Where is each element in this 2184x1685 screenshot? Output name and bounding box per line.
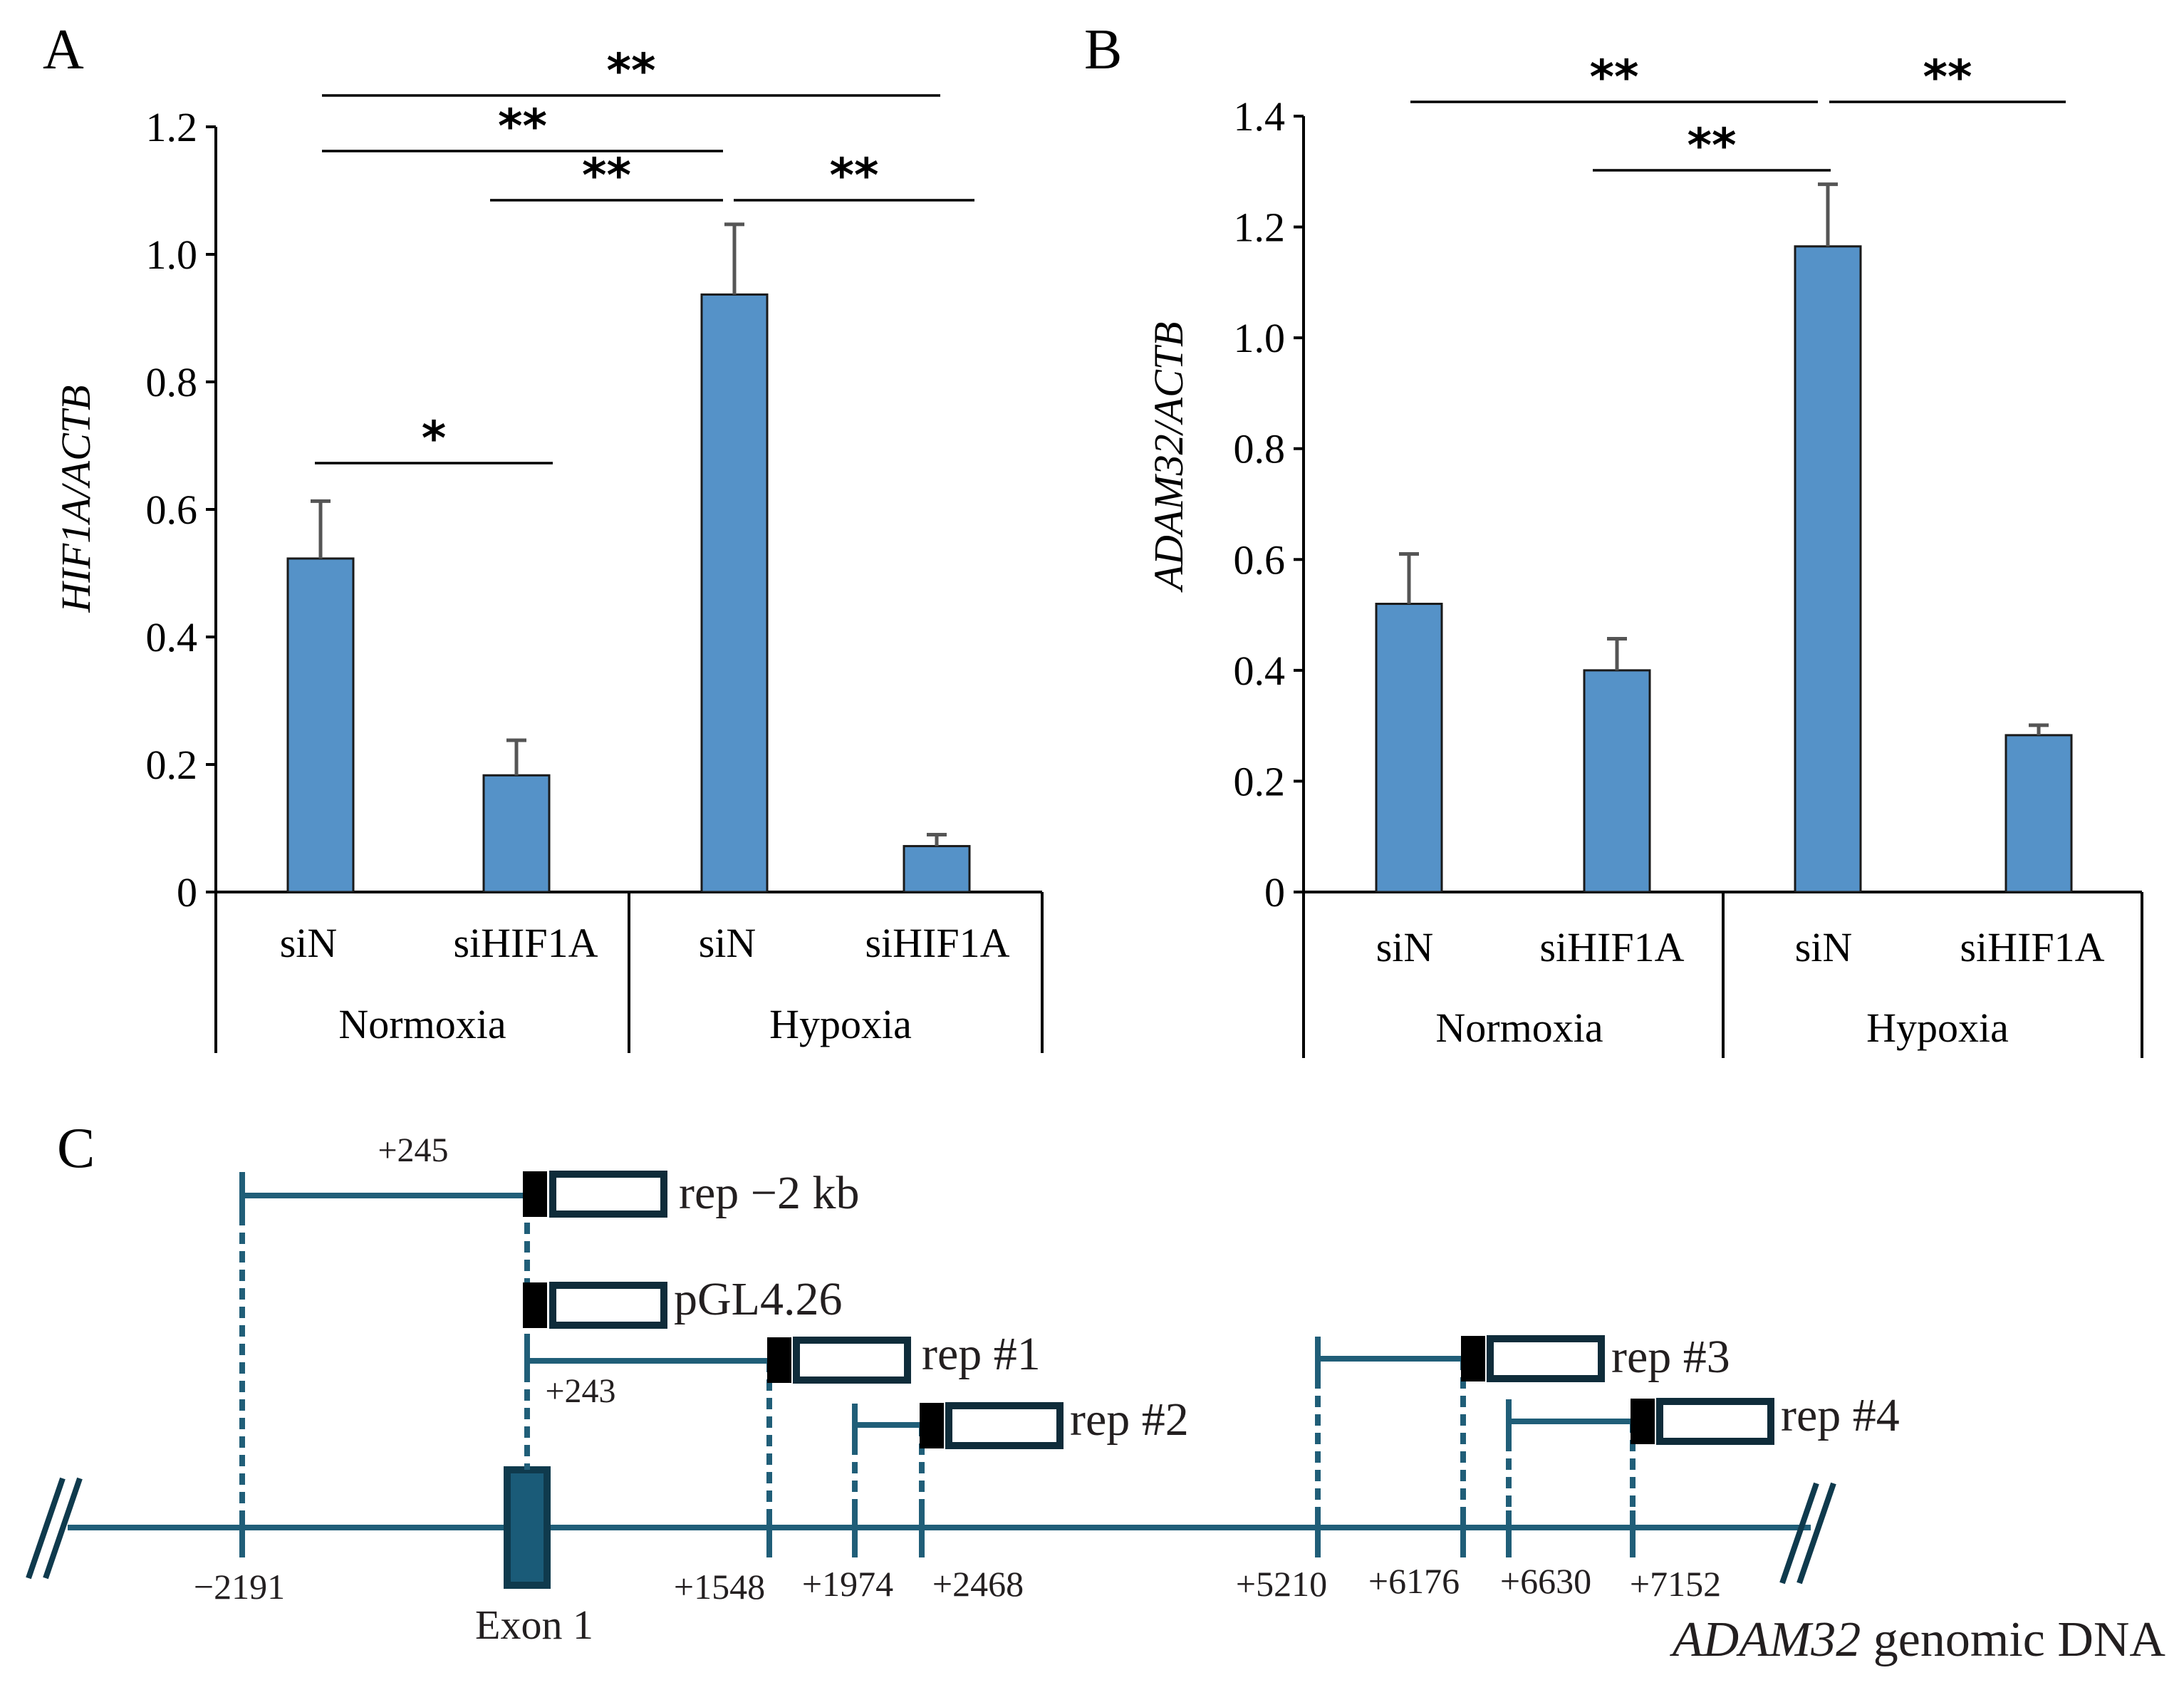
position-label: +5210 <box>1236 1564 1327 1604</box>
y-tick-label: 0.8 <box>1234 426 1286 472</box>
significance-label: * <box>422 411 447 466</box>
chart-b-cat-label: siN <box>1376 924 1434 970</box>
bar <box>286 557 355 893</box>
chart-b-cat-label: siHIF1A <box>1539 924 1684 970</box>
y-tick-label: 0.6 <box>146 487 198 533</box>
construct-rep3-luciferase <box>1487 1335 1605 1382</box>
significance-label: ** <box>1923 50 1972 105</box>
y-tick-label: 1.4 <box>1234 93 1286 140</box>
y-tick-label: 1.0 <box>146 232 198 278</box>
construct-label: rep #4 <box>1781 1389 1900 1441</box>
construct-rep-2kb-promoter <box>523 1171 547 1217</box>
chart-a-cat-label: siHIF1A <box>453 920 598 966</box>
chart-b-cat-label: siHIF1A <box>1960 924 2104 970</box>
construct-rep3-promoter <box>1461 1336 1485 1381</box>
break-mark-right <box>1796 1482 1836 1585</box>
y-tick-label: 0.6 <box>1234 536 1286 583</box>
chart-b-group-label: Normoxia <box>1435 1005 1603 1051</box>
y-tick-label: 0.4 <box>1234 648 1286 694</box>
chart-b-group-label: Hypoxia <box>1866 1005 2009 1051</box>
construct-rep1-luciferase <box>793 1337 911 1384</box>
construct-rep1-promoter <box>767 1337 791 1383</box>
construct-rep2-luciferase <box>945 1402 1064 1449</box>
construct-rep-2kb-luciferase <box>549 1171 667 1218</box>
significance-label: ** <box>582 148 631 203</box>
chart-a-group-label: Hypoxia <box>769 1001 912 1047</box>
construct-pgl426-promoter <box>523 1282 547 1328</box>
label-plus245: +245 <box>378 1131 448 1169</box>
break-mark-right <box>1779 1482 1819 1585</box>
bar <box>2004 734 2073 893</box>
bar <box>700 293 769 893</box>
y-tick-label: 0.4 <box>146 614 198 660</box>
construct-rep2-promoter <box>920 1403 944 1448</box>
y-tick-label: 0.2 <box>146 742 198 788</box>
chart-a-group-label: Normoxia <box>338 1001 506 1047</box>
significance-label: ** <box>1687 118 1736 173</box>
y-tick-label: 1.2 <box>1234 204 1286 251</box>
position-label: +6176 <box>1368 1561 1460 1601</box>
chart-b: ADAM32/ACTB 0 0.2 0.4 0.6 0.8 1.0 1.2 1.4 ** ** *… <box>1145 50 2143 1058</box>
label-plus243: +243 <box>545 1372 615 1410</box>
y-tick-label: 1.2 <box>146 104 198 150</box>
bar <box>1375 603 1443 893</box>
genomic-diagram <box>26 1171 1836 1589</box>
y-tick-label: 0 <box>1264 869 1285 916</box>
bar <box>903 845 971 893</box>
bar <box>1583 669 1651 893</box>
construct-rep4-promoter <box>1631 1399 1655 1444</box>
position-label: +6630 <box>1500 1561 1591 1601</box>
significance-label: ** <box>1589 50 1638 105</box>
position-label: +1548 <box>674 1567 765 1607</box>
bar <box>482 774 551 893</box>
position-label: +2468 <box>932 1564 1024 1604</box>
chart-b-cat-label: siN <box>1795 924 1853 970</box>
exon-1-box <box>504 1466 551 1589</box>
construct-label: rep #2 <box>1070 1394 1189 1446</box>
panel-b-label: B <box>1084 19 1122 81</box>
bar <box>1794 245 1862 893</box>
gene-label-rest: genomic DNA <box>1861 1612 2165 1667</box>
position-label: +7152 <box>1630 1564 1721 1604</box>
chart-a-ylabel: HIF1A/ACTB <box>53 385 99 613</box>
position-label: −2191 <box>194 1567 285 1607</box>
gene-label: ADAM32 genomic DNA <box>1670 1612 2166 1667</box>
chart-a-cat-label: siN <box>280 920 338 966</box>
chart-a: HIF1A/ACTB 00.20.40.60.81.01.2 *** ******… <box>53 43 1044 1053</box>
construct-rep4-luciferase <box>1656 1398 1774 1445</box>
break-mark-left <box>26 1477 66 1580</box>
y-tick-label: 0.2 <box>1234 758 1286 804</box>
construct-pgl426-luciferase <box>549 1282 667 1329</box>
position-label: +1974 <box>802 1564 893 1604</box>
y-tick-label: 1.0 <box>1234 315 1286 361</box>
panel-a-label: A <box>43 19 84 81</box>
construct-label: pGL4.26 <box>674 1273 842 1325</box>
construct-label: rep #1 <box>922 1328 1041 1380</box>
y-tick-label: 0 <box>177 869 197 916</box>
y-tick-label: 0.8 <box>146 359 198 405</box>
exon-label: Exon 1 <box>475 1602 593 1648</box>
panel-c-label: C <box>57 1117 95 1180</box>
chart-a-cat-label: siN <box>699 920 756 966</box>
construct-label: rep #3 <box>1611 1331 1730 1383</box>
significance-label: ** <box>606 43 655 98</box>
construct-label: rep −2 kb <box>679 1167 860 1219</box>
gene-name: ADAM32 <box>1670 1612 1861 1667</box>
break-mark-left <box>43 1477 83 1580</box>
significance-label: ** <box>829 148 878 203</box>
chart-a-cat-label: siHIF1A <box>865 920 1009 966</box>
significance-label: ** <box>498 99 547 154</box>
chart-b-ylabel: ADAM32/ACTB <box>1145 322 1192 593</box>
